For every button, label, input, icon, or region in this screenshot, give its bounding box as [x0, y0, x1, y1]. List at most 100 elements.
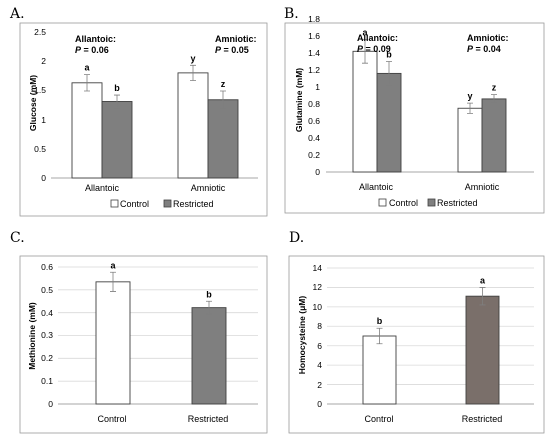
legend-swatch-control: [110, 199, 119, 208]
panel-b-ytick: 0.8: [308, 99, 320, 109]
panel-c-ytick: 0.1: [41, 376, 53, 386]
panel-c-letter: C.: [10, 230, 25, 246]
series-restricted-significance-letter: b: [386, 50, 392, 60]
panel-c-ytick: 0.3: [41, 330, 53, 340]
panel-d-ytick: 6: [317, 341, 322, 351]
series-control-significance-letter: y: [190, 53, 195, 63]
series-restricted-bar: [481, 98, 507, 173]
legend-label-control: Control: [389, 198, 418, 208]
panel-d-gridlines: [327, 267, 534, 385]
category-control-significance-letter: b: [377, 316, 383, 326]
panel-b-ytick: 0.2: [308, 150, 320, 160]
panel-a-annotation-p: P = 0.06: [75, 45, 109, 55]
category-control-error-bar: [110, 271, 116, 292]
panel-d: D. Homocysteine (μM) 0 2 4 6 8 10 12 14 …: [288, 230, 545, 434]
series-control-significance-letter: a: [362, 27, 368, 37]
series-restricted-error-bar: [220, 90, 226, 109]
legend-swatch-restricted: [163, 199, 172, 208]
category-restricted-significance-letter: b: [206, 289, 212, 299]
panel-b-ytick: 1.4: [308, 48, 320, 58]
legend-label-restricted: Restricted: [173, 199, 214, 209]
panel-b: B. Glutamine (mM) 0 0.2 0.4 0.6 0.8 1 1.…: [284, 6, 545, 214]
series-control-bar: [457, 107, 483, 173]
category-control-error-bar: [376, 327, 383, 345]
panel-c-category-label: Control: [97, 414, 126, 424]
legend-swatch-restricted: [427, 198, 436, 207]
category-restricted-bar: [465, 295, 500, 405]
panel-b-annotation-label: Amniotic:: [467, 33, 509, 43]
panel-d-ytick: 0: [317, 399, 322, 409]
panel-b-ytick: 1.2: [308, 65, 320, 75]
series-control-bar: [71, 82, 103, 179]
panel-d-plot: ba: [362, 275, 500, 405]
panel-b-ytick: 1.8: [308, 14, 320, 24]
panel-d-ytick: 14: [313, 263, 323, 273]
panel-c-ytick: 0: [48, 399, 53, 409]
panel-b-annotation-p: P = 0.04: [467, 44, 501, 54]
category-control-bar: [95, 281, 131, 405]
panel-c-yticks: 0 0.1 0.2 0.3 0.4 0.5 0.6: [41, 262, 53, 409]
panel-b-ytick: 0: [315, 167, 320, 177]
series-restricted-bar: [376, 72, 402, 173]
panel-b-letter: B.: [284, 6, 299, 22]
series-control-bar: [352, 50, 378, 173]
panel-c-gridlines: [58, 266, 258, 382]
panel-a-annotation-p: P = 0.05: [215, 45, 249, 55]
panel-b-legend: Control Restricted: [378, 198, 478, 208]
panel-b-frame: [284, 22, 545, 214]
panel-c-ylabel: Methionine (mM): [27, 302, 37, 370]
panel-a: A. Glucose (mM) 0 0.5 1 1.5 2 2.5 a y b z A…: [9, 6, 268, 217]
panel-a-ytick: 1.5: [34, 85, 46, 95]
panel-a-ytick: 0.5: [34, 144, 46, 154]
panel-c-plot: ab: [95, 260, 227, 405]
panel-b-plot: a y b z: [352, 27, 507, 173]
series-restricted-significance-letter: b: [114, 83, 120, 93]
panel-a-category-label: Allantoic: [85, 183, 120, 193]
panel-c-ytick: 0.4: [41, 308, 53, 318]
panel-b-ytick: 1.6: [308, 31, 320, 41]
panel-d-category-label: Control: [364, 414, 393, 424]
panel-d-ytick: 10: [313, 302, 323, 312]
panel-d-ytick: 4: [317, 360, 322, 370]
series-control-error-bar: [190, 64, 196, 81]
panel-d-category-label: Restricted: [462, 414, 503, 424]
panel-c-ytick: 0.5: [41, 285, 53, 295]
panel-c-ytick: 0.6: [41, 262, 53, 272]
panel-a-annotation-label: Amniotic:: [215, 34, 257, 44]
panel-d-ytick: 8: [317, 321, 322, 331]
series-restricted-significance-letter: z: [492, 83, 497, 93]
panel-c-frame: [19, 255, 268, 434]
category-restricted-bar: [191, 307, 227, 405]
series-control-error-bar: [467, 102, 473, 114]
series-restricted-significance-letter: z: [221, 79, 226, 89]
panel-a-letter: A.: [9, 6, 25, 22]
panel-c-ytick: 0.2: [41, 353, 53, 363]
series-restricted-error-bar: [491, 94, 497, 104]
legend-label-restricted: Restricted: [437, 198, 478, 208]
panel-d-ytick: 12: [313, 282, 323, 292]
panel-a-ytick: 2: [41, 56, 46, 66]
panel-b-category-label: Amniotic: [465, 182, 500, 192]
category-control-bar: [362, 335, 397, 405]
panel-b-ytick: 0.4: [308, 133, 320, 143]
panel-d-ytick: 2: [317, 380, 322, 390]
panel-b-annotation-p: P = 0.09: [357, 44, 391, 54]
legend-label-control: Control: [120, 199, 149, 209]
category-restricted-significance-letter: a: [480, 275, 486, 285]
category-restricted-error-bar: [206, 300, 212, 315]
panel-b-ylabel: Glutamine (mM): [294, 68, 304, 132]
panel-b-category-label: Allantoic: [359, 182, 394, 192]
panel-a-plot: a y b z: [71, 53, 239, 179]
series-control-significance-letter: a: [84, 63, 90, 73]
series-control-error-bar: [84, 74, 90, 92]
series-restricted-bar: [207, 99, 239, 179]
series-restricted-error-bar: [114, 94, 120, 109]
panel-a-ytick: 1: [41, 115, 46, 125]
panel-a-category-label: Amniotic: [191, 183, 226, 193]
series-control-bar: [177, 72, 209, 179]
series-restricted-bar: [101, 101, 133, 179]
panel-d-letter: D.: [289, 230, 304, 246]
panel-d-ylabel: Homocysteine (μM): [297, 296, 307, 375]
panel-a-ylabel: Glucose (mM): [28, 75, 38, 131]
